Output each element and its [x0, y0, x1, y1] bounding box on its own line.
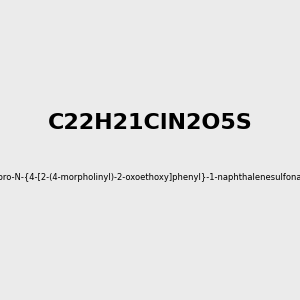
Text: C22H21ClN2O5S: C22H21ClN2O5S [48, 113, 252, 133]
Text: 8-chloro-N-{4-[2-(4-morpholinyl)-2-oxoethoxy]phenyl}-1-naphthalenesulfonamide: 8-chloro-N-{4-[2-(4-morpholinyl)-2-oxoet… [0, 172, 300, 182]
